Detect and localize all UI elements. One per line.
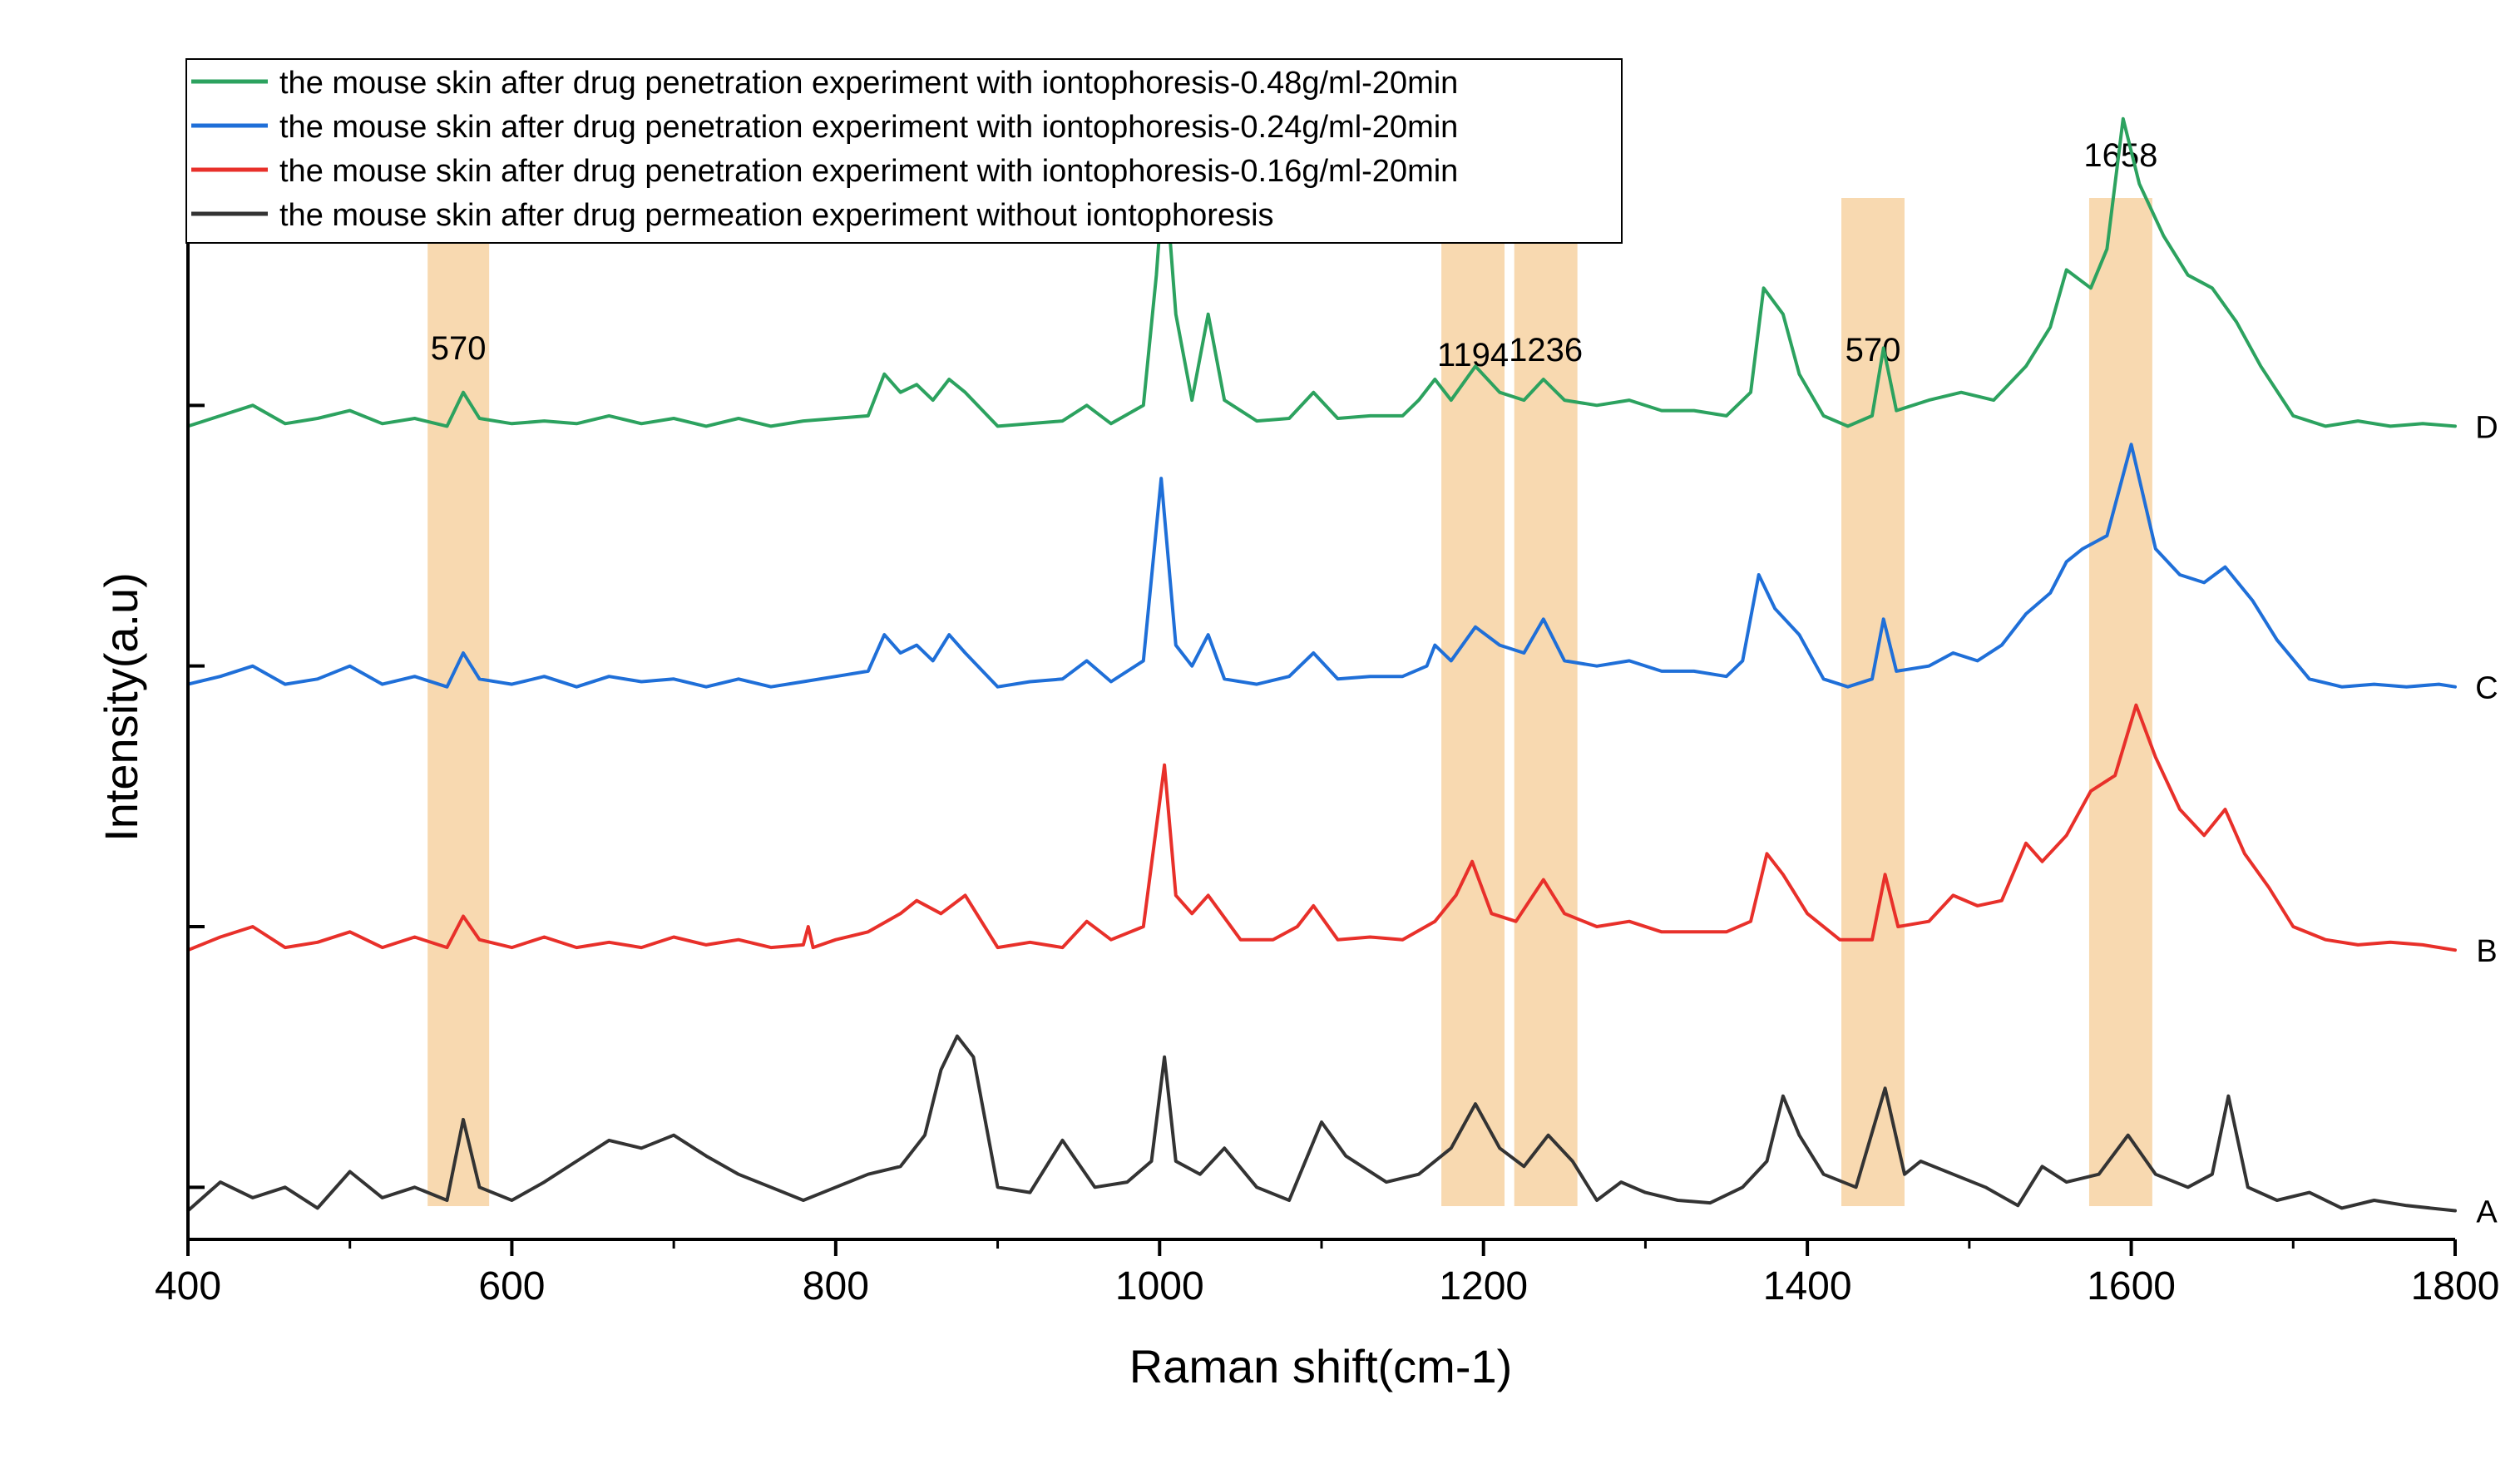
series-label-d: D — [2475, 410, 2498, 445]
series-line-a — [186, 1034, 2457, 1213]
band-label-1: 570 — [431, 330, 487, 367]
x-tick-label-1600: 1600 — [2087, 1264, 2176, 1308]
legend-entries: the mouse skin after drug penetration ex… — [191, 66, 1458, 233]
series-line-d — [186, 116, 2457, 428]
series-label-a: A — [2476, 1195, 2498, 1230]
x-tick-label-1800: 1800 — [2411, 1264, 2500, 1308]
x-axis-label: Raman shift(cm-1) — [1129, 1340, 1513, 1392]
highlight-band-5 — [2088, 198, 2152, 1206]
series-end-labels: A B C D — [2475, 410, 2498, 1229]
y-axis-label: Intensity(a.u) — [95, 572, 147, 842]
highlight-band-1 — [427, 198, 490, 1206]
series-label-c: C — [2475, 671, 2498, 706]
legend-label-4: the mouse skin after drug permeation exp… — [279, 198, 1274, 233]
x-tick-label-1200: 1200 — [1439, 1264, 1528, 1308]
series-line-c — [186, 443, 2457, 689]
legend: the mouse skin after drug penetration ex… — [185, 58, 1623, 244]
highlight-band-4 — [1841, 198, 1905, 1206]
x-axis-ticks: 400 600 800 1000 1200 1400 1600 1800 — [155, 1239, 2499, 1308]
legend-label-2: the mouse skin after drug penetration ex… — [279, 110, 1458, 145]
legend-label-3: the mouse skin after drug penetration ex… — [279, 154, 1458, 189]
highlight-band-3 — [1514, 198, 1578, 1206]
band-label-3: 1236 — [1509, 332, 1583, 368]
highlight-band-2 — [1441, 198, 1505, 1206]
x-tick-label-600: 600 — [478, 1264, 545, 1308]
series-line-b — [186, 703, 2457, 952]
legend-label-1: the mouse skin after drug penetration ex… — [279, 66, 1458, 101]
x-tick-label-400: 400 — [155, 1264, 221, 1308]
band-label-4: 570 — [1846, 332, 1901, 368]
spectrum-series — [186, 116, 2457, 1213]
series-label-b: B — [2476, 934, 2497, 969]
x-tick-label-1000: 1000 — [1115, 1264, 1204, 1308]
legend-box — [185, 58, 1623, 244]
x-tick-label-800: 800 — [803, 1264, 869, 1308]
x-tick-label-1400: 1400 — [1763, 1264, 1852, 1308]
highlight-bands — [427, 198, 2152, 1206]
